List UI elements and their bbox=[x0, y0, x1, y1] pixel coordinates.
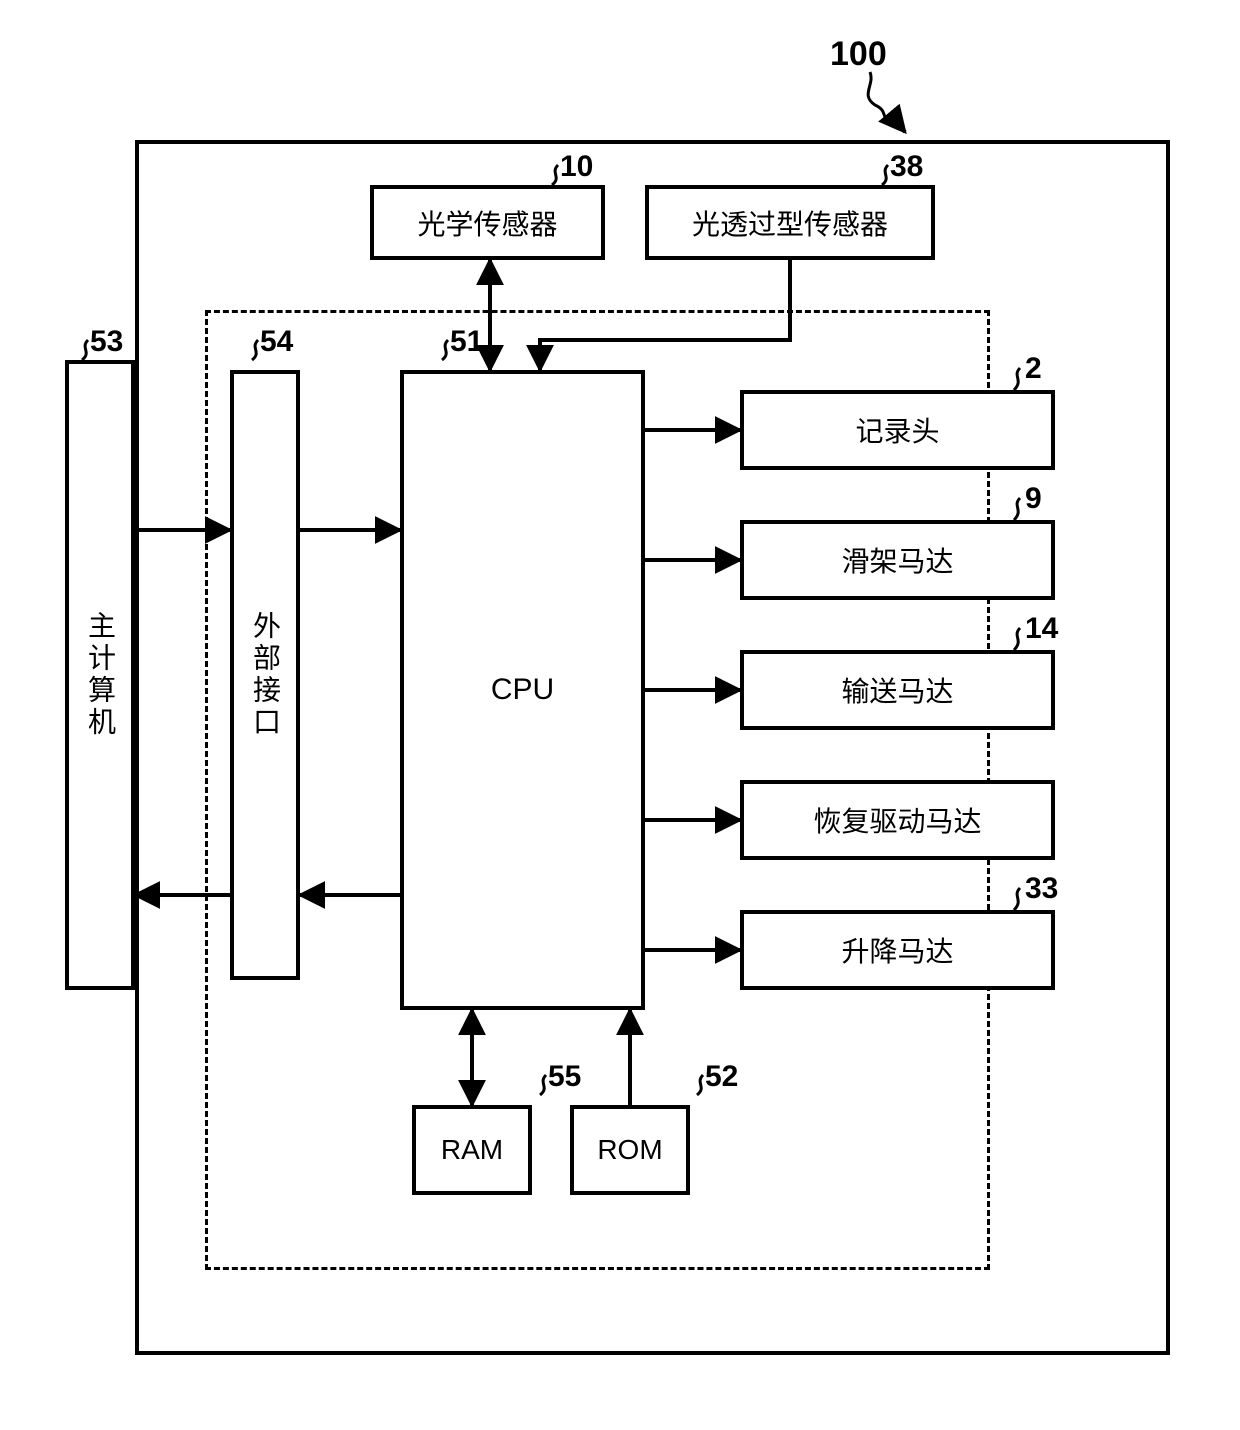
ram-label: RAM bbox=[441, 1134, 503, 1166]
ref-100-label: 100 bbox=[830, 35, 887, 74]
external-interface-id: 54 bbox=[260, 325, 293, 359]
output-box-label: 滑架马达 bbox=[841, 540, 953, 580]
trans-sensor-box: 光透过型传感器 bbox=[645, 185, 935, 260]
output-box-id: 2 bbox=[1025, 352, 1042, 386]
output-box-label: 恢复驱动马达 bbox=[813, 800, 981, 840]
output-box: 滑架马达 bbox=[740, 520, 1055, 600]
host-computer-box: 主计算机 bbox=[65, 360, 135, 990]
output-box-id: 33 bbox=[1025, 872, 1058, 906]
ram-id: 55 bbox=[548, 1060, 581, 1094]
output-box-id: 9 bbox=[1025, 482, 1042, 516]
rom-label: ROM bbox=[597, 1134, 662, 1166]
optical-sensor-box: 光学传感器 bbox=[370, 185, 605, 260]
output-box: 升降马达 bbox=[740, 910, 1055, 990]
external-interface-box: 外部接口 bbox=[230, 370, 300, 980]
trans-sensor-id: 38 bbox=[890, 150, 923, 184]
diagram-stage: 100 主计算机 53 外部接口 54 CPU 51 RAM 55 ROM 52… bbox=[0, 0, 1240, 1430]
ref-100-squiggle bbox=[868, 72, 895, 125]
output-box-id: 14 bbox=[1025, 612, 1058, 646]
ram-box: RAM bbox=[412, 1105, 532, 1195]
host-computer-id: 53 bbox=[90, 325, 123, 359]
output-box-label: 记录头 bbox=[855, 410, 939, 450]
output-box-label: 输送马达 bbox=[841, 670, 953, 710]
trans-sensor-label: 光透过型传感器 bbox=[692, 203, 888, 243]
rom-id: 52 bbox=[705, 1060, 738, 1094]
output-box: 恢复驱动马达 bbox=[740, 780, 1055, 860]
external-interface-label: 外部接口 bbox=[245, 611, 285, 739]
cpu-id: 51 bbox=[450, 325, 483, 359]
output-box-label: 升降马达 bbox=[841, 930, 953, 970]
output-box: 记录头 bbox=[740, 390, 1055, 470]
host-computer-label: 主计算机 bbox=[80, 611, 120, 739]
cpu-label: CPU bbox=[491, 673, 554, 707]
optical-sensor-id: 10 bbox=[560, 150, 593, 184]
output-box: 输送马达 bbox=[740, 650, 1055, 730]
cpu-box: CPU bbox=[400, 370, 645, 1010]
rom-box: ROM bbox=[570, 1105, 690, 1195]
optical-sensor-label: 光学传感器 bbox=[417, 203, 557, 243]
